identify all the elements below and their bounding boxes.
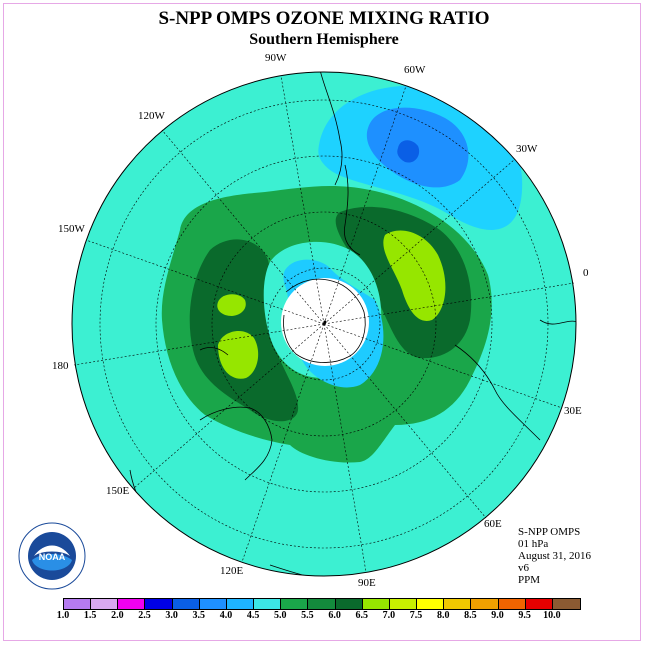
colorbar-tick-label: 5.0 <box>274 610 287 621</box>
info-instrument: S-NPP OMPS <box>518 526 581 538</box>
colorbar-tick-label: 7.0 <box>382 610 396 621</box>
noaa-logo-text: NOAA <box>39 552 66 562</box>
map-border <box>71 71 577 577</box>
ozone-peak-west-b <box>218 330 259 379</box>
colorbar-tick-label: 6.0 <box>328 610 341 621</box>
colorbar-tick-label: 10.0 <box>543 610 561 621</box>
colorbar-tick-label: 1.0 <box>56 610 70 621</box>
info-date: August 31, 2016 <box>518 550 592 562</box>
lon-label-30w: 30W <box>516 143 538 155</box>
product-info: S-NPP OMPS 01 hPa August 31, 2016 v6 PPM <box>518 526 591 586</box>
colorbar-tick-label: 3.0 <box>165 610 178 621</box>
colorbar-swatch <box>308 599 336 609</box>
graticule <box>73 75 575 573</box>
colorbar-swatch <box>471 599 499 609</box>
colorbar-swatch <box>498 599 526 609</box>
colorbar-tick-label: 3.5 <box>192 610 206 621</box>
colorbar-swatch <box>118 599 146 609</box>
lon-label-150w: 150W <box>58 223 85 235</box>
colorbar-tick-label: 8.0 <box>436 610 450 621</box>
ozone-peak-west-a <box>217 294 246 316</box>
colorbar-swatch <box>444 599 472 609</box>
lon-label-30e: 30E <box>564 405 582 417</box>
colorbar-swatch <box>362 599 390 609</box>
colorbar-swatch <box>417 599 445 609</box>
info-version: v6 <box>518 562 529 574</box>
info-level: 01 hPa <box>518 538 549 550</box>
colorbar <box>63 598 581 610</box>
lon-label-0: 0 <box>583 267 589 279</box>
colorbar-tick-label: 5.5 <box>301 610 314 621</box>
colorbar-tick-label: 8.5 <box>464 610 477 621</box>
colorbar-swatch <box>552 599 580 609</box>
ozone-peak-east <box>383 230 446 321</box>
lon-label-90w: 90W <box>265 52 287 64</box>
lon-label-90e: 90E <box>358 577 376 589</box>
lon-label-120w: 120W <box>138 110 165 122</box>
lon-label-60e: 60E <box>484 518 502 530</box>
colorbar-tick-label: 7.5 <box>409 610 423 621</box>
colorbar-tick-label: 2.5 <box>138 610 151 621</box>
lon-label-180: 180 <box>52 360 69 372</box>
colorbar-tick-label: 4.0 <box>219 610 233 621</box>
colorbar-tick-label: 9.0 <box>491 610 504 621</box>
colorbar-swatch <box>335 599 363 609</box>
colorbar-swatch <box>145 599 173 609</box>
ozone-ring-inner-west <box>189 239 299 422</box>
colorbar-tick-label: 1.5 <box>83 610 97 621</box>
colorbar-swatch <box>281 599 309 609</box>
colorbar-swatch <box>172 599 200 609</box>
lon-label-150e: 150E <box>106 485 130 497</box>
colorbar-tick-label: 2.0 <box>111 610 124 621</box>
info-units: PPM <box>518 574 541 586</box>
colorbar-swatch <box>199 599 227 609</box>
noaa-logo: NOAA <box>18 522 86 590</box>
colorbar-tick-label: 4.5 <box>246 610 260 621</box>
colorbar-swatch <box>64 599 92 609</box>
map-title: S-NPP OMPS OZONE MIXING RATIO <box>158 8 490 29</box>
colorbar-swatch <box>254 599 282 609</box>
lon-label-60w: 60W <box>404 64 426 76</box>
map-subtitle: Southern Hemisphere <box>249 31 399 48</box>
colorbar-swatch <box>91 599 119 609</box>
figure-frame <box>3 3 641 641</box>
colorbar-swatch <box>226 599 255 609</box>
colorbar-swatch <box>525 599 553 609</box>
low-ozone-core <box>397 140 420 163</box>
colorbar-tick-label: 6.5 <box>355 610 368 621</box>
colorbar-tick-label: 9.5 <box>518 610 531 621</box>
lon-label-120e: 120E <box>220 565 244 577</box>
colorbar-swatch <box>389 599 418 609</box>
